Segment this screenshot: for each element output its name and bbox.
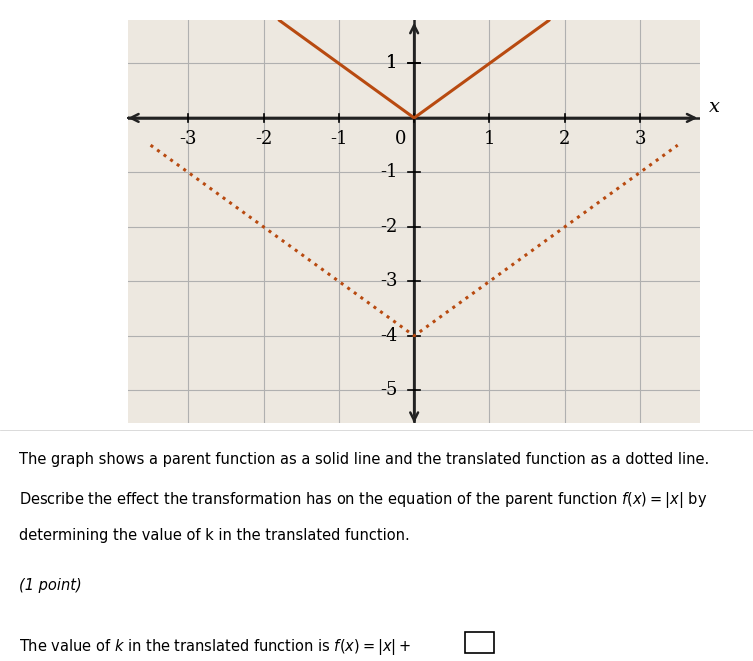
Text: -1: -1	[380, 163, 398, 181]
Text: 1: 1	[386, 54, 398, 73]
Text: (1 point): (1 point)	[19, 578, 81, 593]
Text: -5: -5	[380, 381, 398, 399]
Text: Describe the effect the transformation has on the equation of the parent functio: Describe the effect the transformation h…	[19, 490, 707, 510]
Text: The graph shows a parent function as a solid line and the translated function as: The graph shows a parent function as a s…	[19, 451, 709, 467]
Text: -2: -2	[380, 218, 398, 236]
Text: 1: 1	[483, 130, 495, 148]
Text: 1: 1	[386, 54, 398, 73]
Text: -4: -4	[380, 327, 398, 345]
Text: determining the value of k in the translated function.: determining the value of k in the transl…	[19, 527, 410, 543]
Text: 3: 3	[634, 130, 646, 148]
Text: -3: -3	[380, 272, 398, 290]
Text: -3: -3	[179, 130, 197, 148]
Text: x: x	[709, 98, 721, 116]
Text: -2: -2	[255, 130, 273, 148]
Text: The value of $k$ in the translated function is $f(x) = |x|+$: The value of $k$ in the translated funct…	[19, 637, 411, 657]
Text: 0: 0	[395, 130, 407, 148]
FancyBboxPatch shape	[465, 633, 494, 652]
Text: -1: -1	[330, 130, 348, 148]
Text: 2: 2	[559, 130, 571, 148]
